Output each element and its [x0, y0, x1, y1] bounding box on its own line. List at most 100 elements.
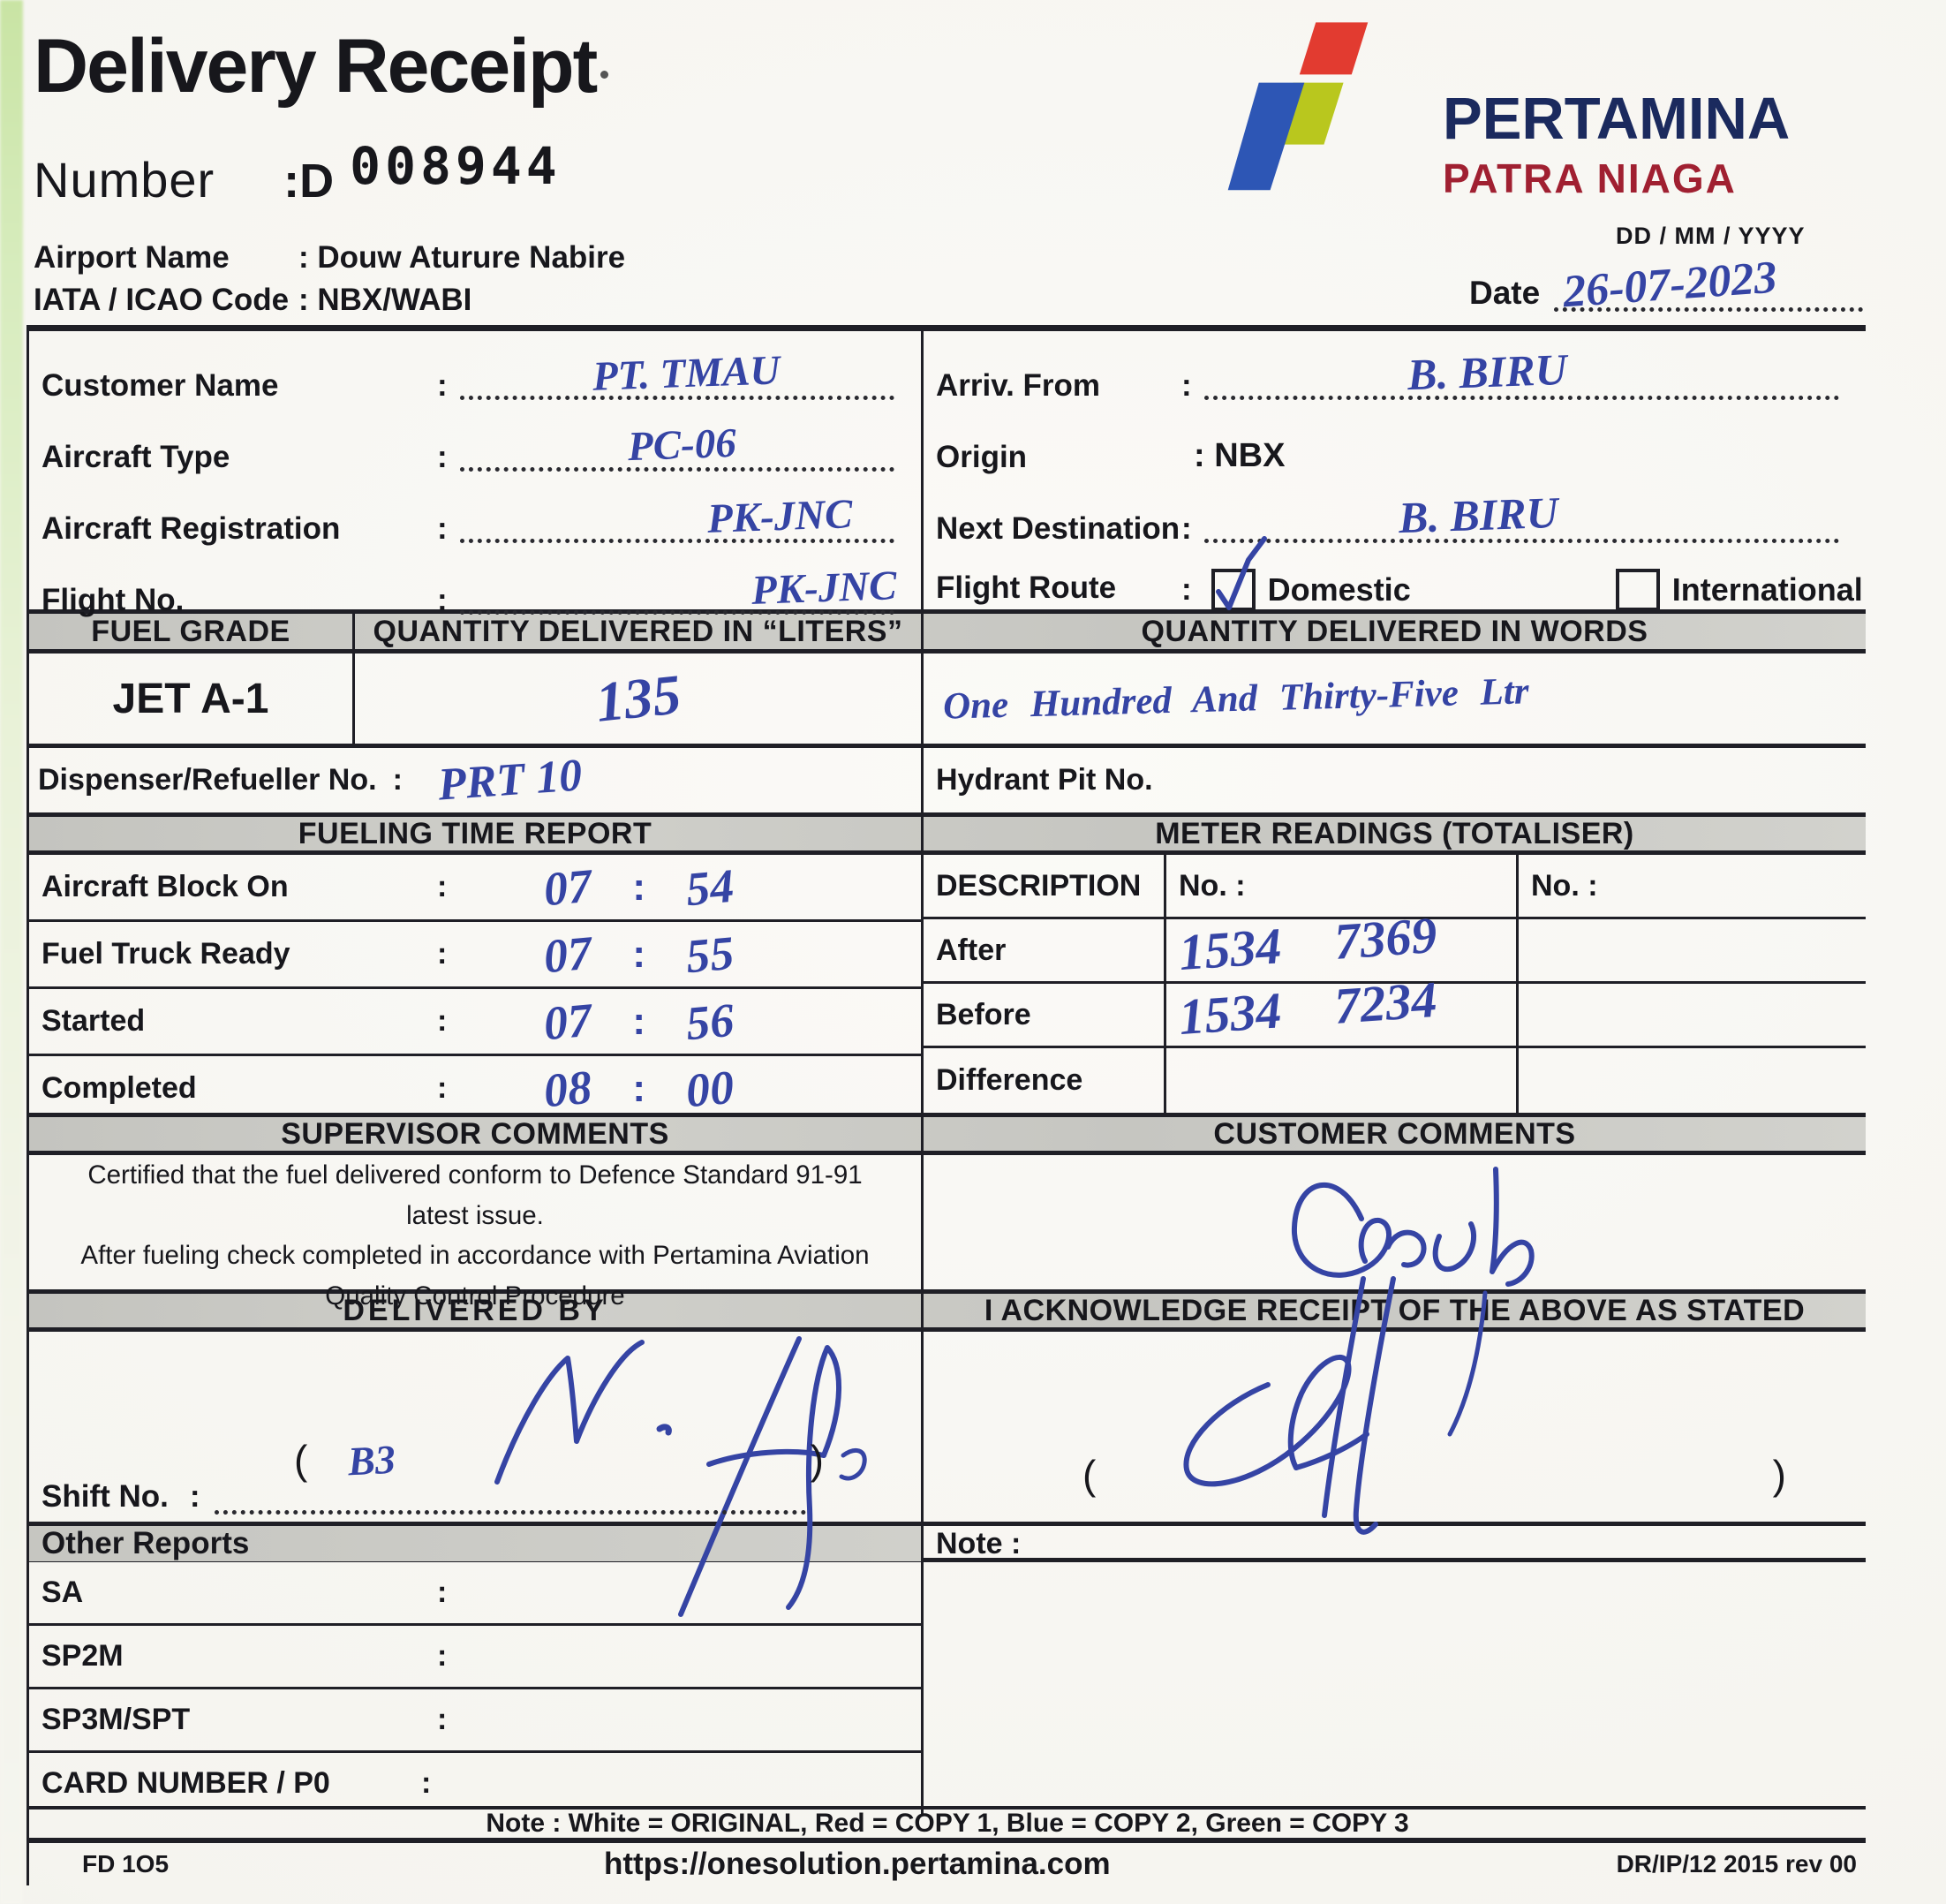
colon: : — [1181, 572, 1192, 607]
international-checkbox[interactable] — [1615, 569, 1660, 611]
date-format-hint: DD / MM / YYYY — [1616, 223, 1806, 249]
certified-line-2: After fueling check completed in accorda… — [80, 1241, 870, 1311]
started-hh: 07 — [541, 993, 594, 1050]
paren-open: ( — [294, 1437, 308, 1483]
meter-after-no2[interactable] — [1516, 919, 1866, 984]
colon: : — [392, 763, 403, 797]
meter-difference-label: Difference — [936, 1063, 1083, 1097]
colon: : — [437, 1639, 448, 1673]
completed-label: Completed — [41, 1071, 197, 1105]
block-on-hh: 07 — [541, 858, 594, 916]
dispenser-label: Dispenser/Refueller No. — [38, 763, 377, 797]
meter-difference-no1[interactable] — [1164, 1048, 1516, 1113]
check-mark-icon — [1215, 536, 1267, 610]
aircraft-type-input-line[interactable]: PC-06 — [459, 420, 894, 472]
certified-line-1: Certified that the fuel delivered confor… — [87, 1160, 863, 1230]
arriv-from-handwritten: B. BIRU — [1406, 344, 1568, 400]
sa-label: SA — [41, 1575, 84, 1609]
flight-route-row: Flight Route : Domestic International — [924, 536, 1866, 622]
paren-open: ( — [1082, 1452, 1097, 1498]
colon: : — [437, 440, 448, 474]
date-input-line[interactable]: 26-07-2023 — [1554, 253, 1863, 317]
qty-words-header: QUANTITY DELIVERED IN WORDS — [921, 614, 1866, 649]
delivered-by-area[interactable]: ( B3 ) Shift No. : — [29, 1332, 921, 1617]
meter-readings-table: DESCRIPTION No. : No. : After 1534 7369 … — [921, 855, 1866, 1121]
aircraft-registration-handwritten: PK-JNC — [705, 491, 854, 542]
dispenser-row: Dispenser/Refueller No. : PRT 10 Hydrant… — [29, 744, 1866, 812]
origin-value: : NBX — [1194, 437, 1286, 474]
colon: : — [437, 1703, 448, 1736]
domestic-checkbox[interactable] — [1211, 536, 1267, 611]
sp2m-label: SP2M — [41, 1639, 124, 1673]
fueling-time-table: Aircraft Block On : 07 : 54 Fuel Truck R… — [29, 855, 921, 1121]
airport-name-value: : Douw Aturure Nabire — [298, 240, 626, 275]
arriv-from-label: Arriv. From — [936, 368, 1101, 403]
meter-before-no2[interactable] — [1516, 984, 1866, 1048]
number-prefix: :D — [283, 155, 335, 208]
acknowledge-area[interactable]: ( ) — [921, 1276, 1866, 1535]
footer-row: FD 1O5 https://onesolution.pertamina.com… — [29, 1843, 1866, 1885]
qty-liters-handwritten: 135 — [592, 662, 683, 734]
shift-no-label: Shift No. — [41, 1479, 169, 1514]
flight-info-section: Customer Name : PT. TMAU Aircraft Type :… — [29, 325, 1866, 631]
started-time[interactable]: 07 : 56 — [541, 993, 736, 1050]
delivered-by-signature — [494, 1336, 867, 1617]
colon: : — [1181, 368, 1192, 403]
time-meter-header-band: FUELING TIME REPORT METER READINGS (TOTA… — [29, 812, 1866, 855]
colon: : — [437, 1071, 448, 1105]
colon: : — [421, 1766, 432, 1800]
meter-before-no1[interactable]: 1534 7234 — [1164, 970, 1516, 1048]
receipt-form: Customer Name : PT. TMAU Aircraft Type :… — [26, 325, 1866, 1885]
block-on-time[interactable]: 07 : 54 — [541, 858, 736, 916]
colon: : — [1181, 511, 1192, 546]
customer-name-row: Customer Name : PT. TMAU — [29, 344, 921, 407]
form-revision: DR/IP/12 2015 rev 00 — [1616, 1850, 1857, 1878]
started-row: Started : 07 : 56 — [29, 989, 921, 1056]
arriv-from-input-line[interactable]: B. BIRU — [1203, 344, 1839, 400]
flight-no-input-line[interactable]: PK-JNC — [459, 563, 897, 615]
block-on-mm: 54 — [683, 858, 736, 916]
paren-close: ) — [1772, 1452, 1786, 1498]
customer-comments-area[interactable] — [921, 1155, 1866, 1437]
number-label: Number — [34, 152, 215, 208]
truck-ready-time[interactable]: 07 : 55 — [542, 926, 736, 982]
date-handwritten-value: 26-07-2023 — [1561, 252, 1779, 318]
pertamina-logo: PERTAMINA PATRA NIAGA — [1208, 16, 1790, 203]
qty-words-cell[interactable]: One Hundred And Thirty-Five Ltr — [921, 654, 1866, 744]
shift-no-input-line[interactable] — [214, 1484, 806, 1515]
colon: : — [437, 1004, 448, 1038]
supervisor-comments-header: SUPERVISOR COMMENTS — [281, 1117, 669, 1151]
shift-no-line: Shift No. : — [29, 1479, 806, 1515]
receipt-number-line: Number :D 008944 — [34, 136, 562, 208]
aircraft-type-label: Aircraft Type — [41, 440, 230, 474]
colon: : — [632, 1066, 645, 1110]
next-destination-input-line[interactable]: B. BIRU — [1203, 487, 1839, 543]
international-option-label: International — [1671, 571, 1863, 608]
note-area[interactable] — [921, 1562, 1866, 1814]
meter-readings-header: METER READINGS (TOTALISER) — [921, 817, 1866, 851]
airport-name-label: Airport Name — [34, 240, 230, 275]
fuel-grade-value: JET A-1 — [112, 675, 269, 722]
meter-difference-no2[interactable] — [1516, 1048, 1866, 1113]
qty-liters-cell[interactable]: 135 — [352, 654, 921, 744]
meter-after-no1[interactable]: 1534 7369 — [1164, 905, 1516, 984]
aircraft-type-handwritten: PC-06 — [626, 419, 737, 471]
other-reports-rows: SA : SP2M : SP3M/SPT : CARD NUMBER / P0 … — [29, 1562, 921, 1814]
acknowledge-signature — [1183, 1276, 1396, 1535]
fuel-header-band: FUEL GRADE QUANTITY DELIVERED IN “LITERS… — [29, 609, 1866, 654]
copy-color-note-row: Note : White = ORIGINAL, Red = COPY 1, B… — [29, 1806, 1866, 1843]
aircraft-registration-input-line[interactable]: PK-JNC — [459, 491, 894, 543]
block-on-label: Aircraft Block On — [41, 870, 289, 903]
colon: : — [437, 1575, 448, 1609]
completed-time[interactable]: 08 : 00 — [542, 1060, 736, 1116]
customer-name-input-line[interactable]: PT. TMAU — [459, 347, 894, 400]
flight-no-row: Flight No. : PK-JNC — [29, 558, 921, 622]
meter-description-header: DESCRIPTION — [924, 855, 1164, 919]
comments-section: Certified that the fuel delivered confor… — [29, 1155, 1866, 1437]
qty-words-handwritten: One Hundred And Thirty-Five Ltr — [942, 669, 1530, 728]
block-on-row: Aircraft Block On : 07 : 54 — [29, 855, 921, 922]
delivered-by-header: DELIVERED BY — [343, 1294, 607, 1327]
iata-icao-value: : NBX/WABI — [298, 283, 472, 317]
colon: : — [632, 932, 645, 976]
